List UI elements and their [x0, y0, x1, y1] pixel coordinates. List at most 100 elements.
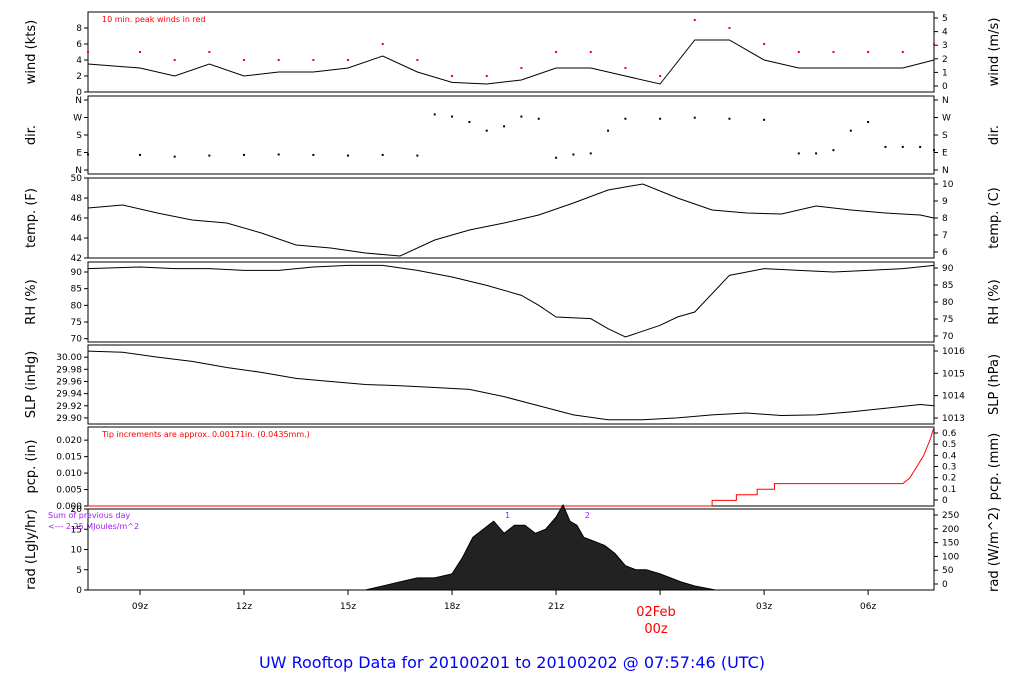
y-tick-label: 42 [71, 254, 82, 264]
series-line-wind [87, 39, 935, 85]
y-tick-right-label: 0.1 [942, 485, 956, 495]
y-tick-label: 29.98 [56, 365, 82, 375]
data-point [243, 153, 246, 156]
peak-marker [589, 51, 592, 53]
y-tick-label: 29.94 [56, 390, 82, 400]
y-tick-right-label: 85 [942, 281, 953, 291]
data-point [884, 145, 887, 148]
y-tick-right-label: 150 [942, 539, 959, 549]
y-tick-right-label: 0.4 [942, 451, 957, 461]
y-tick-label: 75 [71, 318, 82, 328]
y-tick-right-label: 0 [942, 82, 948, 92]
peak-marker [139, 51, 142, 53]
y-tick-right-label: 3 [942, 41, 948, 51]
data-point [728, 117, 731, 120]
rad-marker: 1 [505, 511, 510, 520]
panel-pcp: 0.0000.0050.0100.0150.02000.10.20.30.40.… [24, 426, 1002, 512]
y-tick-right-label: 0 [942, 496, 948, 506]
y-tick-right-label: 0.2 [942, 474, 956, 484]
peak-marker [347, 59, 350, 61]
y-tick-right-label: 6 [942, 248, 948, 258]
y-tick-label: 29.90 [56, 414, 82, 424]
peak-marker [659, 75, 662, 77]
y-axis-label-right: temp. (C) [987, 187, 1002, 249]
y-tick-label: 5 [76, 566, 82, 576]
series-line-rh [87, 264, 935, 338]
y-tick-label: N [75, 96, 82, 106]
data-point [347, 154, 350, 157]
y-tick-right-label: 1016 [942, 347, 965, 357]
data-point [589, 152, 592, 155]
data-point [763, 118, 766, 121]
y-tick-label: 0 [76, 88, 82, 98]
rad-marker: 2 [585, 511, 590, 520]
peak-marker [208, 51, 211, 53]
y-tick-right-label: 1 [942, 68, 948, 78]
x-tick-label: 21z [548, 602, 564, 612]
panel-frame [87, 11, 935, 93]
peak-marker [624, 67, 627, 69]
data-point [277, 153, 280, 156]
y-tick-label: 70 [71, 335, 83, 345]
y-tick-right-label: 7 [942, 231, 948, 241]
data-point [693, 116, 696, 119]
y-tick-label: 0 [76, 586, 82, 596]
data-point [797, 152, 800, 155]
y-axis-label-right: pcp. (mm) [987, 433, 1002, 500]
peak-marker [555, 51, 558, 53]
y-tick-right-label: 100 [942, 552, 959, 562]
data-point [832, 149, 835, 152]
y-tick-right-label: S [942, 131, 948, 141]
peak-marker [87, 51, 89, 53]
peak-marker [797, 51, 800, 53]
data-point [139, 153, 142, 156]
panel-annotation: Tip increments are approx. 0.00171in. (0… [101, 430, 310, 439]
data-point [555, 156, 558, 159]
data-point [607, 129, 610, 132]
rad-annotation-2: <--- 2.25 MJoules/m^2 [48, 522, 139, 531]
panel-frame [87, 95, 935, 175]
peak-marker [485, 75, 488, 77]
y-tick-right-label: 0.5 [942, 440, 956, 450]
y-tick-label: 50 [71, 174, 83, 184]
data-point [87, 153, 89, 156]
data-point [901, 145, 904, 148]
y-tick-label: 46 [71, 214, 83, 224]
series-area-rad [365, 503, 716, 591]
y-axis-label: wind (kts) [24, 20, 39, 84]
data-point [208, 154, 211, 157]
x-tick-label: 18z [444, 602, 460, 612]
data-point [572, 153, 575, 156]
y-tick-right-label: E [942, 149, 948, 159]
panel-annotation: 10 min. peak winds in red [102, 15, 206, 24]
peak-marker [520, 67, 523, 69]
x-tick-label: 12z [236, 602, 252, 612]
rad-annotation-1: Sum of previous day [48, 511, 130, 520]
data-point [659, 117, 662, 120]
peak-marker [763, 43, 766, 45]
peak-marker [173, 59, 176, 61]
data-point [919, 145, 922, 148]
y-tick-right-label: 1015 [942, 369, 965, 379]
data-point [624, 117, 627, 120]
y-tick-right-label: 5 [942, 14, 948, 24]
y-tick-label: 20 [71, 505, 83, 515]
data-point [451, 115, 454, 118]
panel-wind: 0 2 4 6 8 0 1 2 3 4 5 wind (kts) wind (m/s) 10 min. p… [24, 11, 1002, 98]
y-tick-label: 85 [71, 285, 82, 295]
panel-rh: 70 75 80 85 90 70 75 80 85 90 RH (%) RH (%) [24, 261, 1002, 345]
panel-frame [87, 261, 935, 343]
data-point [520, 115, 523, 118]
y-axis-label: pcp. (in) [24, 440, 39, 494]
y-tick-label: 0.010 [56, 469, 82, 479]
y-tick-right-label: N [942, 96, 949, 106]
peak-marker [693, 19, 696, 21]
y-tick-right-label: 200 [942, 525, 959, 535]
peak-marker [728, 27, 731, 29]
y-tick-label: 80 [71, 301, 83, 311]
panel-temp: 42 44 46 48 50 6 7 8 9 10 temp. (F) temp. (C) [24, 174, 1002, 264]
y-tick-label: 90 [71, 268, 83, 278]
y-tick-label: 48 [71, 194, 83, 204]
